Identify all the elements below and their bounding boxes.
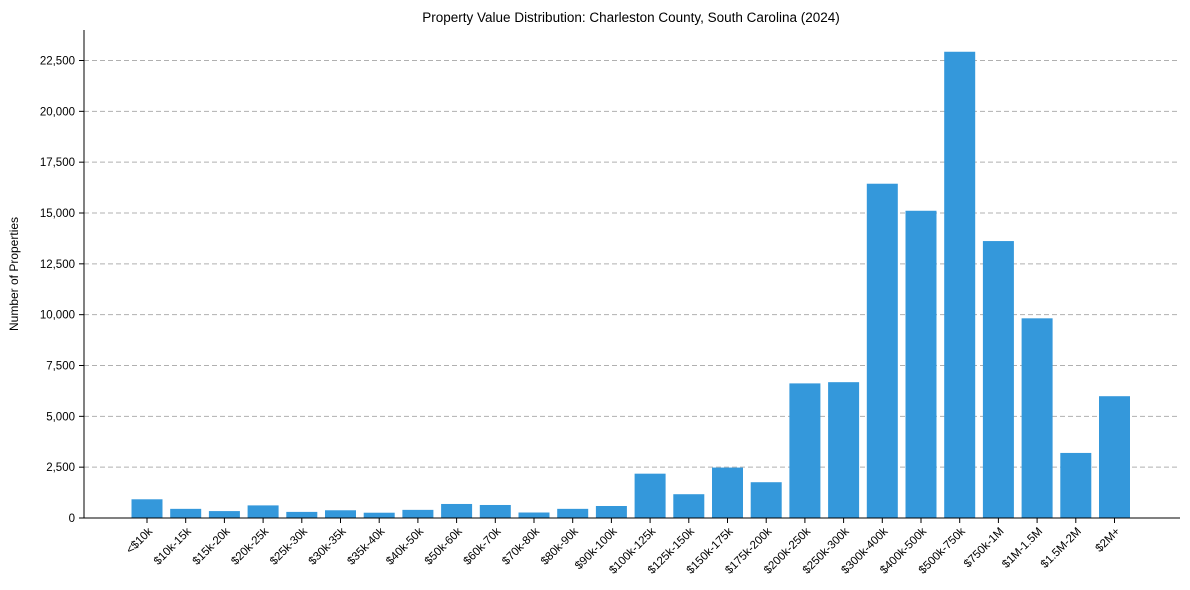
x-tick-label: $750k-1M xyxy=(962,526,1007,571)
x-tick-label: $1M-1.5M xyxy=(1000,526,1045,571)
chart-title: Property Value Distribution: Charleston … xyxy=(422,10,839,25)
bar xyxy=(131,499,163,518)
y-tick-label: 20,000 xyxy=(40,106,75,118)
x-tick-label: $50k-60k xyxy=(423,525,465,567)
bar xyxy=(1060,452,1092,518)
y-tick-label: 5,000 xyxy=(46,411,75,423)
x-tick-label: $1.5M-2M xyxy=(1039,526,1084,571)
y-ticks: 0 2,500 5,000 7,500 10,000 12,500 15,000 17,500… xyxy=(40,56,84,525)
x-tick-label: $35k-40k xyxy=(345,525,387,567)
bar xyxy=(363,512,395,518)
bar xyxy=(479,504,511,518)
bar xyxy=(208,511,240,518)
y-tick-label: 17,500 xyxy=(40,157,75,169)
x-tick-label: $30k-35k xyxy=(307,525,349,567)
bar xyxy=(673,494,705,518)
bar xyxy=(789,383,821,518)
y-tick-label: 12,500 xyxy=(40,259,75,271)
bar xyxy=(828,382,860,518)
bar xyxy=(944,51,976,519)
x-tick-label: $25k-30k xyxy=(268,525,310,567)
x-tick-label: $2M+ xyxy=(1094,525,1123,554)
x-tick-label: $40k-50k xyxy=(384,525,426,567)
bar xyxy=(982,241,1014,518)
bar xyxy=(518,512,550,518)
bar xyxy=(170,508,202,518)
bar xyxy=(1099,396,1130,518)
bar xyxy=(866,183,898,518)
bar xyxy=(905,210,937,518)
y-tick-label: 2,500 xyxy=(46,462,75,474)
x-tick-label: $60k-70k xyxy=(461,525,503,567)
x-tick-label: $70k-80k xyxy=(500,525,542,567)
bar xyxy=(286,511,318,518)
bar xyxy=(557,508,589,518)
bars xyxy=(131,51,1130,519)
y-axis-label: Number of Properties xyxy=(7,217,21,331)
x-ticks: <$10k$10k-15k$15k-20k$20k-25k$25k-30k$30… xyxy=(124,518,1123,577)
x-tick-label: $10k-15k xyxy=(152,525,194,567)
x-tick-label: $15k-20k xyxy=(191,525,233,567)
bar xyxy=(595,506,627,518)
y-tick-label: 15,000 xyxy=(40,208,75,220)
bar xyxy=(750,482,782,518)
bar xyxy=(402,509,434,518)
y-tick-label: 22,500 xyxy=(40,56,75,68)
bar xyxy=(441,503,473,518)
bar xyxy=(1021,318,1053,518)
bar xyxy=(247,505,279,518)
axes xyxy=(83,30,1180,519)
bar xyxy=(712,467,743,518)
bar xyxy=(325,510,356,518)
x-tick-label: <$10k xyxy=(124,525,155,556)
bar xyxy=(634,473,666,518)
gridlines xyxy=(84,60,1180,468)
y-tick-label: 0 xyxy=(69,513,75,525)
y-tick-label: 10,000 xyxy=(40,310,75,322)
y-tick-label: 7,500 xyxy=(46,361,75,373)
x-tick-label: $20k-25k xyxy=(229,525,271,567)
